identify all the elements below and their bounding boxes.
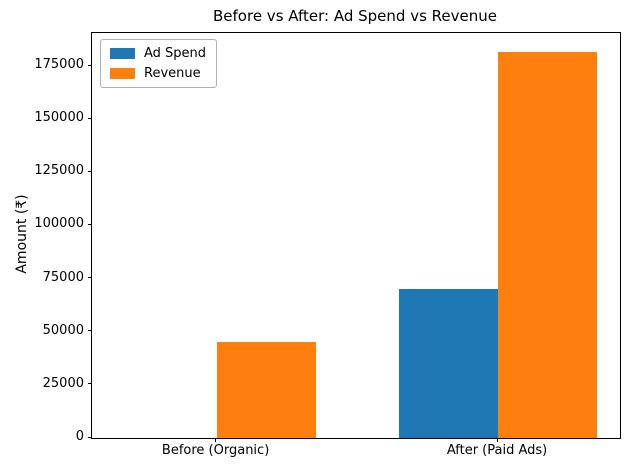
- y-tick-label: 125000: [34, 163, 84, 179]
- x-tick-mark: [496, 438, 498, 442]
- bar-revenue-1: [216, 342, 316, 438]
- y-tick-mark: [88, 64, 92, 66]
- y-tick-label: 100000: [34, 216, 84, 232]
- y-axis-label: Amount (₹): [14, 194, 30, 274]
- legend-swatch-revenue: [110, 68, 135, 79]
- y-tick-mark: [88, 223, 92, 225]
- y-tick-label: 0: [75, 429, 84, 444]
- x-tick-label: After (Paid Ads): [446, 443, 548, 458]
- legend-item: Ad Spend: [110, 46, 206, 61]
- legend: Ad Spend Revenue: [100, 39, 218, 88]
- y-tick-label: 75000: [42, 269, 84, 285]
- bar-revenue-2: [498, 52, 598, 438]
- y-tick-mark: [88, 330, 92, 332]
- y-tick-mark: [88, 436, 92, 438]
- legend-swatch-ad-spend: [110, 48, 135, 59]
- y-tick-mark: [88, 170, 92, 172]
- legend-label: Ad Spend: [144, 46, 207, 61]
- y-tick-mark: [88, 117, 92, 119]
- y-tick-mark: [88, 277, 92, 279]
- y-tick-label: 50000: [42, 322, 84, 338]
- legend-item: Revenue: [110, 66, 206, 81]
- chart-title: Before vs After: Ad Spend vs Revenue: [213, 7, 497, 25]
- y-tick-label: 150000: [34, 110, 84, 126]
- y-tick-mark: [88, 383, 92, 385]
- y-tick-label: 25000: [42, 375, 84, 391]
- x-tick-mark: [215, 438, 217, 442]
- plot-area: Ad Spend Revenue: [91, 32, 621, 439]
- legend-label: Revenue: [144, 66, 201, 81]
- y-tick-label: 175000: [34, 57, 84, 73]
- x-tick-label: Before (Organic): [161, 443, 270, 458]
- bar-ad-spend-2: [399, 289, 499, 438]
